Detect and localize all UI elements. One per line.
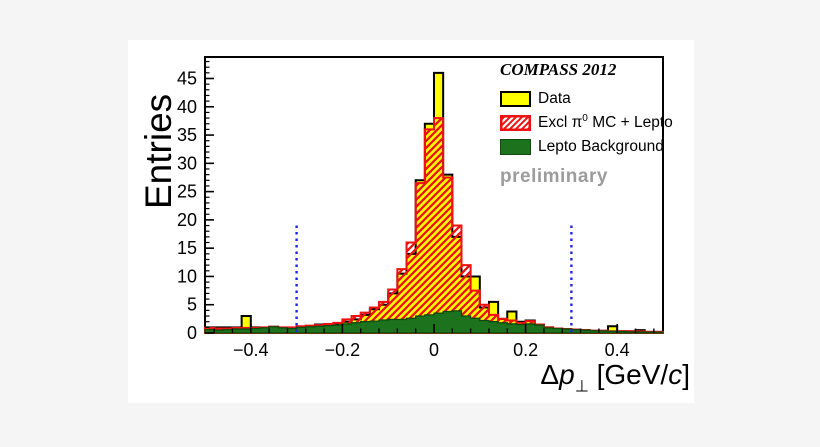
x-title-delta: Δ — [540, 359, 560, 390]
legend-item-data: Data — [500, 87, 700, 111]
x-title-unit-c: c — [668, 359, 683, 390]
x-axis-title: Δp⊥ [GeV/c] — [495, 359, 690, 396]
preliminary-watermark: preliminary — [500, 166, 608, 187]
legend-label-data: Data — [538, 90, 571, 107]
perp-subscript: ⊥ — [574, 377, 589, 396]
y-tick-label: 5 — [187, 295, 197, 315]
legend-item-mc: Excl π0 MC + Lepto — [500, 111, 700, 135]
y-tick-label: 35 — [177, 125, 197, 145]
lepto-swatch — [500, 139, 531, 155]
y-tick-label: 40 — [177, 97, 197, 117]
mc-label-sup: 0 — [582, 113, 588, 125]
x-tick-label: 0.2 — [513, 340, 538, 360]
x-tick-label: 0.4 — [605, 340, 630, 360]
legend-item-lepto: Lepto Background — [500, 135, 700, 159]
x-title-unit-pre: [GeV/ — [588, 359, 669, 390]
y-tick-label: 45 — [177, 68, 197, 88]
mc-hatch-swatch — [500, 115, 531, 131]
plot-canvas — [128, 40, 694, 403]
legend-header: COMPASS 2012 — [500, 60, 617, 79]
legend: COMPASS 2012 Data Excl π0 MC + Lepto Lep… — [500, 60, 700, 188]
legend-label-mc: Excl π0 MC + Lepto — [538, 113, 673, 132]
y-tick-label: 15 — [177, 238, 197, 258]
y-tick-label: 0 — [187, 323, 197, 343]
legend-label-lepto: Lepto Background — [538, 138, 664, 155]
x-tick-label: −0.2 — [325, 340, 361, 360]
mc-label-pre: Excl π — [538, 114, 583, 132]
y-tick-label: 10 — [177, 266, 197, 286]
data-swatch — [500, 91, 531, 107]
x-title-unit-post: ] — [682, 359, 690, 390]
y-tick-label: 25 — [177, 182, 197, 202]
mc-label-post: MC + Lepto — [587, 114, 673, 132]
y-tick-label: 20 — [177, 210, 197, 230]
x-tick-label: 0 — [429, 340, 439, 360]
x-tick-label: −0.4 — [233, 340, 269, 360]
y-axis-title: Entries — [138, 93, 179, 209]
x-title-p: p — [559, 359, 575, 390]
y-tick-label: 30 — [177, 153, 197, 173]
lepto-histogram — [204, 310, 664, 334]
